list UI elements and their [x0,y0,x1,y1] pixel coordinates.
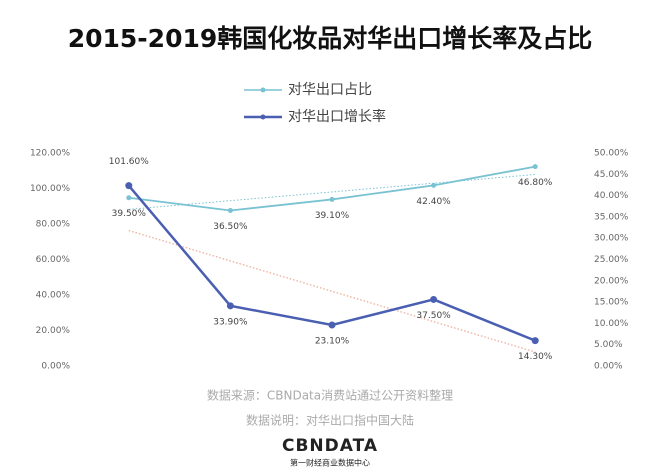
value-label: 36.50% [213,222,248,232]
y-tick-label: 20.00% [36,326,71,336]
series-line [128,165,536,212]
point [125,182,133,190]
value-label: 14.30% [518,352,553,362]
value-label: 101.60% [109,157,149,167]
trendline [128,173,536,210]
legend-marker [260,87,266,93]
y-tick-label: 0.00% [41,362,70,372]
series-line [127,184,536,342]
value-label: 42.40% [416,197,451,207]
trendline [128,230,536,353]
y2-tick-label: 15.00% [594,298,629,308]
point [531,337,539,345]
logo-subtitle: 第一财经商业数据中心 [290,458,370,468]
source: 数据来源：CBNData消费站通过公开资料整理 [207,388,453,403]
y2-tick-label: 5.00% [594,340,623,350]
value-label: 37.50% [416,311,451,321]
y2-tick-label: 35.00% [594,212,629,222]
point [430,295,438,303]
y2-tick-label: 50.00% [594,149,629,159]
y-tick-label: 60.00% [36,255,71,265]
point [328,321,336,329]
point [126,195,132,201]
y2-tick-label: 0.00% [594,362,623,372]
value-label: 46.80% [518,178,553,188]
legend-label: 对华出口增长率 [288,108,386,125]
y-tick-label: 80.00% [36,220,71,230]
note: 数据说明：对华出口指中国大陆 [246,413,414,428]
y-tick-label: 100.00% [30,184,70,194]
point [329,196,335,202]
legend-marker [260,114,266,120]
point [532,164,538,170]
y2-tick-label: 40.00% [594,191,629,201]
value-label: 23.10% [315,336,350,346]
chart-title: 2015-2019韩国化妆品对华出口增长率及占比 [68,24,593,53]
value-label: 39.50% [112,209,147,219]
logo: CBNDATA [282,436,378,456]
y2-tick-label: 20.00% [594,276,629,286]
point [431,182,437,188]
y2-tick-label: 45.00% [594,170,629,180]
value-label: 33.90% [213,317,248,327]
point [226,302,234,310]
y-tick-label: 40.00% [36,291,71,301]
legend-label: 对华出口占比 [288,82,372,98]
y2-tick-label: 25.00% [594,255,629,265]
value-label: 39.10% [315,211,350,221]
y2-tick-label: 10.00% [594,319,629,329]
y2-tick-label: 30.00% [594,234,629,244]
point [227,208,233,214]
y-tick-label: 120.00% [30,149,70,159]
